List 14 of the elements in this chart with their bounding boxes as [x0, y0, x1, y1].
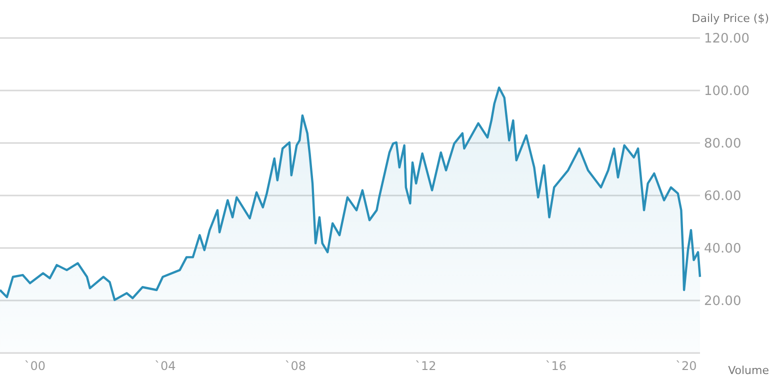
text: Volume [728, 364, 770, 377]
y-tick-label: 80.00 [704, 136, 742, 152]
x-tick-label: `08 [284, 359, 306, 373]
y-tick-label: 120.00 [704, 32, 750, 47]
x-tick-label: `04 [154, 359, 176, 373]
x-tick-label: `20 [675, 359, 697, 373]
y-tick-label: 40.00 [704, 242, 742, 257]
x-tick-label: `12 [414, 359, 436, 373]
x-tick-label: `16 [545, 359, 567, 373]
y-tick-label: 60.00 [704, 189, 742, 204]
x-tick-label: `00 [24, 359, 46, 373]
y-axis-title: Daily Price ($) [692, 12, 769, 25]
y-tick-label: 20.00 [704, 294, 742, 310]
y-tick-label: 100.00 [704, 84, 750, 100]
